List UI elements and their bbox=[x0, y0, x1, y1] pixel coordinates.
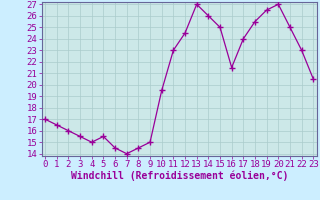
X-axis label: Windchill (Refroidissement éolien,°C): Windchill (Refroidissement éolien,°C) bbox=[70, 171, 288, 181]
